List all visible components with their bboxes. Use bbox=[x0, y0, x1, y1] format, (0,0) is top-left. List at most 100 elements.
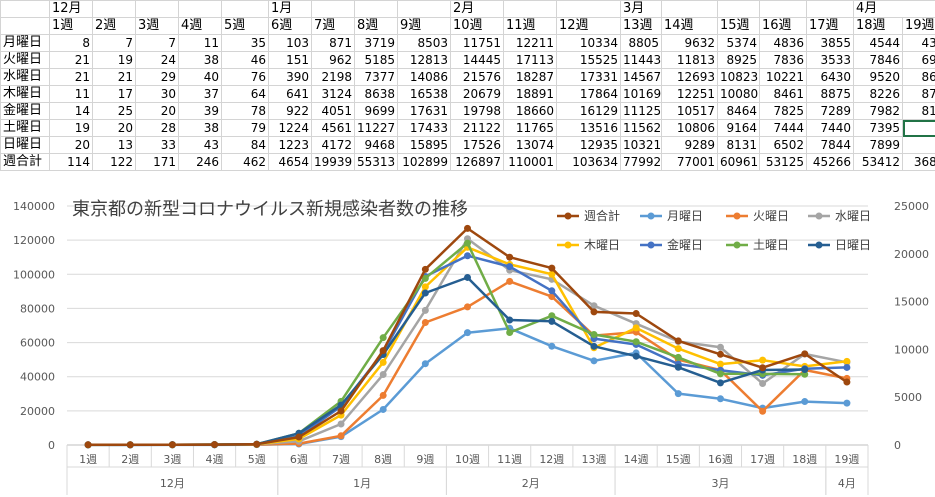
week-header-cell[interactable]: 3週 bbox=[135, 17, 179, 35]
value-cell[interactable]: 8131 bbox=[717, 136, 760, 154]
value-cell[interactable]: 8652 bbox=[902, 68, 935, 86]
value-cell[interactable]: 12813 bbox=[397, 51, 451, 69]
value-cell[interactable]: 17 bbox=[92, 85, 136, 103]
value-cell[interactable]: 25 bbox=[92, 102, 136, 120]
week-header-cell[interactable]: 11週 bbox=[503, 17, 557, 35]
value-cell[interactable]: 6502 bbox=[759, 136, 807, 154]
value-cell[interactable]: 7377 bbox=[354, 68, 398, 86]
month-cell[interactable] bbox=[354, 0, 398, 18]
value-cell[interactable]: 77992 bbox=[620, 153, 662, 171]
row-label-cell[interactable]: 月曜日 bbox=[0, 34, 50, 52]
value-cell[interactable]: 12251 bbox=[661, 85, 718, 103]
value-cell[interactable]: 77001 bbox=[661, 153, 718, 171]
value-cell[interactable]: 55313 bbox=[354, 153, 398, 171]
value-cell[interactable]: 53412 bbox=[853, 153, 903, 171]
value-cell[interactable]: 19939 bbox=[311, 153, 355, 171]
month-cell[interactable]: 4月 bbox=[853, 0, 935, 18]
value-cell[interactable]: 110001 bbox=[503, 153, 557, 171]
value-cell[interactable]: 246 bbox=[178, 153, 222, 171]
value-cell[interactable]: 46 bbox=[221, 51, 269, 69]
value-cell[interactable]: 78 bbox=[221, 102, 269, 120]
month-cell[interactable]: 12月 bbox=[49, 0, 93, 18]
month-cell[interactable]: 2月 bbox=[450, 0, 504, 18]
month-cell[interactable]: 1月 bbox=[268, 0, 312, 18]
value-cell[interactable]: 8638 bbox=[354, 85, 398, 103]
value-cell[interactable]: 8875 bbox=[806, 85, 854, 103]
week-header-cell[interactable]: 17週 bbox=[806, 17, 854, 35]
value-cell[interactable]: 11562 bbox=[620, 119, 662, 137]
value-cell[interactable]: 10080 bbox=[717, 85, 760, 103]
value-cell[interactable]: 29 bbox=[135, 68, 179, 86]
value-cell[interactable]: 3533 bbox=[806, 51, 854, 69]
value-cell[interactable]: 20 bbox=[135, 102, 179, 120]
week-header-cell[interactable]: 2週 bbox=[92, 17, 136, 35]
value-cell[interactable]: 17113 bbox=[503, 51, 557, 69]
value-cell[interactable]: 64 bbox=[221, 85, 269, 103]
month-cell[interactable] bbox=[661, 0, 718, 18]
value-cell[interactable]: 21122 bbox=[450, 119, 504, 137]
week-header-cell[interactable]: 15週 bbox=[717, 17, 760, 35]
value-cell[interactable]: 114 bbox=[49, 153, 93, 171]
value-cell[interactable]: 28 bbox=[135, 119, 179, 137]
value-cell[interactable]: 9468 bbox=[354, 136, 398, 154]
month-cell[interactable] bbox=[397, 0, 451, 18]
row-label-cell[interactable]: 水曜日 bbox=[0, 68, 50, 86]
month-cell[interactable] bbox=[806, 0, 854, 18]
value-cell[interactable]: 8226 bbox=[853, 85, 903, 103]
value-cell[interactable]: 7 bbox=[92, 34, 136, 52]
value-cell[interactable]: 7440 bbox=[806, 119, 854, 137]
value-cell[interactable]: 12693 bbox=[661, 68, 718, 86]
month-cell[interactable] bbox=[311, 0, 355, 18]
value-cell[interactable]: 3124 bbox=[311, 85, 355, 103]
value-cell[interactable]: 4172 bbox=[311, 136, 355, 154]
value-cell[interactable]: 35 bbox=[221, 34, 269, 52]
value-cell[interactable]: 1223 bbox=[268, 136, 312, 154]
value-cell[interactable]: 10334 bbox=[556, 34, 621, 52]
value-cell[interactable]: 7846 bbox=[853, 51, 903, 69]
value-cell[interactable]: 11765 bbox=[503, 119, 557, 137]
value-cell[interactable]: 53125 bbox=[759, 153, 807, 171]
value-cell[interactable]: 7395 bbox=[853, 119, 903, 137]
value-cell[interactable]: 103 bbox=[268, 34, 312, 52]
value-cell[interactable]: 5185 bbox=[354, 51, 398, 69]
value-cell[interactable]: 11 bbox=[178, 34, 222, 52]
month-cell[interactable] bbox=[178, 0, 222, 18]
value-cell[interactable]: 14445 bbox=[450, 51, 504, 69]
value-cell[interactable]: 11125 bbox=[620, 102, 662, 120]
week-header-cell[interactable]: 19週 bbox=[902, 17, 935, 35]
value-cell[interactable]: 7289 bbox=[806, 102, 854, 120]
value-cell[interactable]: 10221 bbox=[759, 68, 807, 86]
value-cell[interactable]: 962 bbox=[311, 51, 355, 69]
value-cell[interactable]: 18891 bbox=[503, 85, 557, 103]
value-cell[interactable]: 4836 bbox=[759, 34, 807, 52]
value-cell[interactable]: 3719 bbox=[354, 34, 398, 52]
value-cell[interactable]: 3855 bbox=[806, 34, 854, 52]
value-cell[interactable]: 17631 bbox=[397, 102, 451, 120]
value-cell[interactable]: 7825 bbox=[759, 102, 807, 120]
month-cell[interactable] bbox=[0, 0, 50, 18]
value-cell[interactable]: 14 bbox=[49, 102, 93, 120]
value-cell[interactable]: 14086 bbox=[397, 68, 451, 86]
value-cell[interactable]: 151 bbox=[268, 51, 312, 69]
value-cell[interactable]: 871 bbox=[311, 34, 355, 52]
value-cell[interactable]: 17331 bbox=[556, 68, 621, 86]
value-cell[interactable]: 8753 bbox=[902, 85, 935, 103]
value-cell[interactable]: 76 bbox=[221, 68, 269, 86]
value-cell[interactable]: 15525 bbox=[556, 51, 621, 69]
value-cell[interactable]: 17526 bbox=[450, 136, 504, 154]
week-header-cell[interactable]: 8週 bbox=[354, 17, 398, 35]
value-cell[interactable]: 10517 bbox=[661, 102, 718, 120]
week-header-cell[interactable]: 9週 bbox=[397, 17, 451, 35]
value-cell[interactable]: 6430 bbox=[806, 68, 854, 86]
value-cell[interactable]: 11813 bbox=[661, 51, 718, 69]
value-cell[interactable]: 9632 bbox=[661, 34, 718, 52]
value-cell[interactable]: 462 bbox=[221, 153, 269, 171]
month-cell[interactable] bbox=[503, 0, 557, 18]
value-cell[interactable]: 13074 bbox=[503, 136, 557, 154]
week-header-cell[interactable]: 10週 bbox=[450, 17, 504, 35]
value-cell[interactable]: 21 bbox=[49, 51, 93, 69]
week-header-cell[interactable]: 16週 bbox=[759, 17, 807, 35]
value-cell[interactable]: 9289 bbox=[661, 136, 718, 154]
value-cell[interactable]: 8925 bbox=[717, 51, 760, 69]
